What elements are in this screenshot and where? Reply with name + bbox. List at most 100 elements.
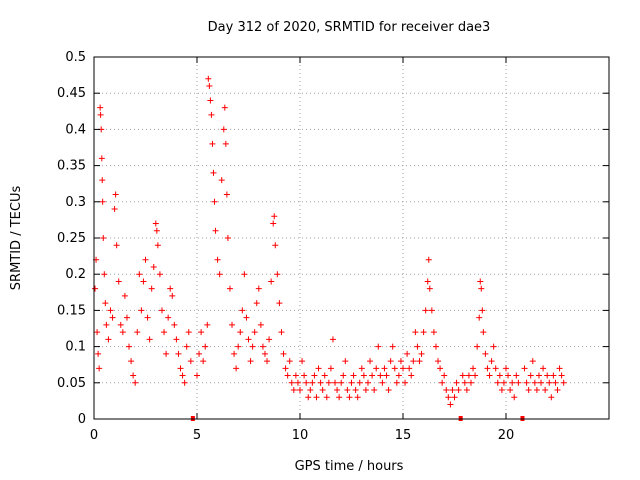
data-point: [218, 177, 225, 184]
data-point: [222, 140, 229, 147]
data-point: [311, 372, 318, 379]
data-point: [472, 372, 479, 379]
data-point: [437, 365, 444, 372]
data-point: [112, 191, 119, 198]
data-point: [482, 350, 489, 357]
data-point: [387, 358, 394, 365]
data-point: [204, 321, 211, 328]
data-point: [136, 271, 143, 278]
data-point: [447, 401, 454, 408]
data-point: [177, 365, 184, 372]
y-tick-label: 0.5: [65, 50, 86, 65]
data-point: [226, 285, 233, 292]
data-point: [292, 372, 299, 379]
data-point: [338, 379, 345, 386]
data-point: [280, 350, 287, 357]
data-point: [381, 365, 388, 372]
data-point: [247, 358, 254, 365]
data-point: [299, 358, 306, 365]
data-point: [391, 365, 398, 372]
data-point: [364, 379, 371, 386]
data-point: [198, 329, 205, 336]
data-point: [117, 321, 124, 328]
data-point: [488, 358, 495, 365]
data-point: [105, 336, 112, 343]
data-point: [323, 394, 330, 401]
data-point: [527, 372, 534, 379]
data-point: [99, 198, 106, 205]
data-point: [278, 329, 285, 336]
grid: [94, 57, 609, 419]
y-tick-label: 0.4: [65, 122, 86, 137]
data-point: [274, 271, 281, 278]
data-point: [556, 365, 563, 372]
data-point: [465, 372, 472, 379]
data-point: [354, 394, 361, 401]
data-point: [548, 394, 555, 401]
data-point: [259, 343, 266, 350]
data-point: [503, 365, 509, 372]
data-point: [206, 82, 213, 89]
data-point: [251, 329, 258, 336]
data-point: [202, 343, 209, 350]
data-point: [286, 358, 293, 365]
data-point: [165, 314, 172, 321]
data-point: [533, 387, 540, 394]
data-point: [288, 379, 295, 386]
data-point: [175, 350, 182, 357]
y-tick-label: 0.05: [57, 376, 86, 391]
data-point: [272, 242, 279, 249]
data-point: [507, 387, 514, 394]
data-point: [356, 379, 363, 386]
data-point: [336, 394, 343, 401]
data-point: [525, 387, 532, 394]
data-point: [410, 358, 417, 365]
data-point: [486, 372, 493, 379]
x-tick-label: 0: [90, 428, 98, 443]
data-point: [121, 292, 128, 299]
x-tick-label: 20: [498, 428, 515, 443]
data-point: [100, 235, 107, 241]
axis-ticks: 0 0.05 0.1 0.15 0.2 0.25 0.3 0.35 0.4 0.45 0.5 0 5 10…: [57, 50, 609, 443]
data-point: [463, 387, 470, 394]
data-point: [102, 300, 109, 307]
data-point: [369, 372, 376, 379]
data-point: [492, 365, 499, 372]
data-point: [490, 343, 497, 350]
data-point: [153, 227, 160, 234]
data-point: [233, 365, 240, 372]
data-point: [249, 343, 256, 350]
data-point: [264, 358, 271, 365]
data-point: [400, 365, 406, 372]
y-tick-label: 0.35: [57, 159, 86, 174]
data-point: [467, 379, 474, 386]
y-tick-label: 0.1: [65, 340, 86, 355]
data-point: [453, 379, 460, 386]
data-point: [348, 379, 355, 386]
data-point: [294, 379, 301, 386]
data-point: [183, 343, 190, 350]
data-point: [484, 365, 491, 372]
data-point: [96, 365, 103, 372]
data-point: [94, 329, 101, 336]
data-point: [375, 343, 382, 350]
data-point: [113, 242, 120, 249]
data-point: [134, 329, 141, 336]
data-point: [529, 358, 536, 365]
data-point: [560, 379, 567, 386]
data-point: [303, 379, 310, 386]
data-point: [360, 372, 367, 379]
data-point: [97, 104, 104, 111]
data-point: [455, 387, 462, 394]
data-point: [432, 343, 439, 350]
x-tick-label: 5: [193, 428, 201, 443]
data-point: [496, 372, 503, 379]
data-point: [276, 300, 283, 307]
data-point: [223, 191, 230, 198]
data-point: [119, 329, 126, 336]
data-point: [194, 372, 200, 379]
data-point: [229, 321, 236, 328]
data-point: [443, 387, 450, 394]
data-point: [123, 314, 130, 321]
data-point: [511, 394, 518, 401]
